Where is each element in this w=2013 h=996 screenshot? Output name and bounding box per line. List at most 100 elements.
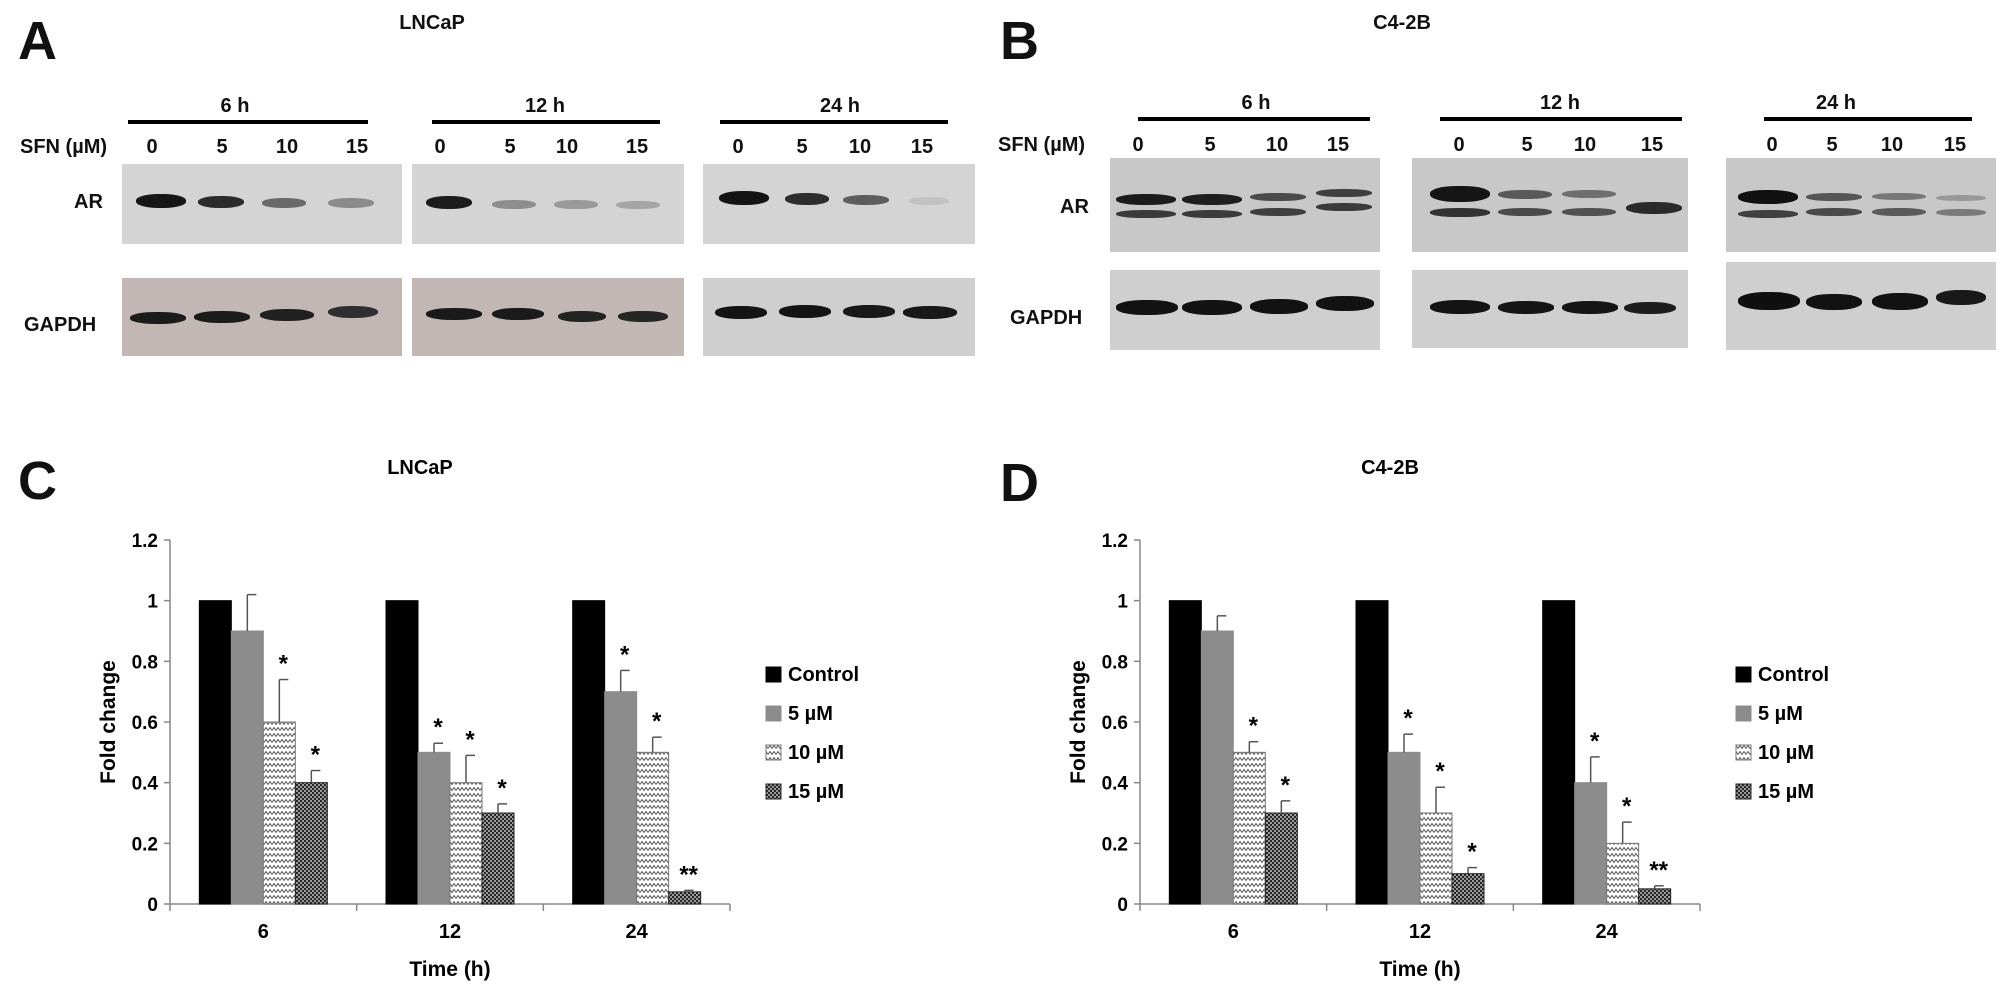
blot-title-lncap: LNCaP [399, 12, 465, 34]
y-tick-label: 0.2 [1102, 834, 1128, 855]
bar [636, 751, 670, 905]
chart-title: LNCaP [387, 457, 453, 479]
ar-band-lower [1316, 203, 1372, 211]
y-tick-label: 0.2 [132, 834, 158, 855]
blot-gapdh-lncap-12h [412, 278, 684, 356]
conc-label: 5 [796, 136, 808, 158]
y-axis-label: Fold change [97, 660, 120, 784]
time-bar-6h-a [128, 120, 368, 124]
gapdh-band [426, 308, 482, 320]
ar-band-lower [1936, 209, 1986, 216]
significance-label: * [1467, 839, 1477, 866]
significance-label: * [433, 714, 443, 741]
significance-label: ** [679, 861, 698, 888]
significance-label: * [652, 708, 662, 735]
gapdh-band [843, 305, 895, 318]
blot-ar-lncap-24h [703, 164, 975, 244]
conc-label: 5 [1521, 134, 1533, 156]
row-label-ar-a: AR [74, 191, 103, 213]
ar-band-lower [1872, 208, 1926, 216]
significance-label: ** [1649, 857, 1668, 884]
ar-band-upper [1430, 186, 1490, 202]
legend-swatch [765, 783, 782, 800]
blot-gapdh-c42b-12h [1412, 270, 1688, 348]
ar-band-upper [1116, 194, 1176, 205]
ar-band [136, 194, 186, 208]
ar-band [328, 198, 374, 208]
bar [572, 600, 606, 905]
legend-swatch [765, 666, 782, 683]
blot-gapdh-lncap-6h [122, 278, 402, 356]
legend-swatch [765, 705, 782, 722]
gapdh-band [1498, 301, 1554, 314]
legend-swatch [1735, 666, 1752, 683]
bar [1200, 630, 1234, 905]
chart-title: C4-2B [1361, 457, 1419, 479]
ar-band [198, 196, 244, 208]
bar [294, 782, 328, 905]
legend-label: 10 µM [788, 742, 844, 764]
ar-band [616, 201, 660, 209]
gapdh-band [618, 311, 668, 322]
ar-band-lower [1116, 210, 1176, 218]
gapdh-band [492, 308, 544, 320]
legend-swatch [765, 744, 782, 761]
ar-band-upper [1250, 193, 1306, 201]
legend-label: 15 µM [1758, 781, 1814, 803]
significance-label: * [1281, 772, 1291, 799]
legend-label: Control [788, 664, 859, 686]
blot-ar-lncap-12h [412, 164, 684, 244]
gapdh-band [1806, 294, 1862, 310]
gapdh-band [328, 306, 378, 318]
gapdh-band [715, 306, 767, 319]
gapdh-band [558, 311, 606, 322]
ar-band-upper [1316, 189, 1372, 197]
blot-ar-lncap-6h [122, 164, 402, 244]
ar-band-upper [1738, 190, 1798, 204]
conc-label: 15 [910, 136, 934, 158]
ar-band-upper [1562, 190, 1616, 198]
gapdh-band [903, 306, 957, 319]
gapdh-band [130, 312, 186, 324]
time-label-12h-b: 12 h [1539, 92, 1581, 114]
panel-letter-b: B [1000, 11, 1039, 71]
significance-label: * [279, 651, 289, 678]
y-tick-label: 0 [1117, 895, 1128, 916]
y-tick-label: 1.2 [1102, 531, 1128, 552]
legend-swatch [1735, 705, 1752, 722]
gapdh-band [1562, 301, 1618, 314]
bar-chart-c42b: C4-2B 0 0.2 0.4 0.6 0.8 1 1.2 6 12 24 Time (h) Fold … [1067, 457, 1829, 981]
time-label-24h-b: 24 h [1815, 92, 1857, 114]
x-tick-label: 24 [626, 921, 649, 943]
bar [1387, 751, 1421, 905]
y-tick-label: 1.2 [132, 531, 158, 552]
bar [417, 751, 451, 905]
ar-band-lower [1498, 208, 1552, 216]
gapdh-band [779, 305, 831, 318]
legend-label: 15 µM [788, 781, 844, 803]
x-axis-label: Time (h) [1379, 958, 1460, 981]
conc-label: 15 [625, 136, 649, 158]
gapdh-band [1738, 292, 1800, 310]
x-tick-label: 12 [1409, 921, 1431, 943]
bar [198, 600, 232, 905]
ar-band-upper [1806, 193, 1862, 201]
gapdh-band [1182, 300, 1242, 315]
gapdh-band [1936, 290, 1986, 305]
ar-band-lower [1430, 208, 1490, 217]
conc-label: 0 [1132, 134, 1144, 156]
panel-letter-c: C [18, 451, 57, 511]
conc-label: 5 [1826, 134, 1838, 156]
legend-label: 10 µM [1758, 742, 1814, 764]
legend-swatch [1735, 783, 1752, 800]
time-bar-24h-a [720, 120, 948, 124]
row-label-ar-b: AR [1060, 196, 1089, 218]
row-label-gapdh-a: GAPDH [24, 314, 97, 336]
conc-label: 10 [275, 136, 299, 158]
blot-gapdh-c42b-24h [1726, 262, 1996, 350]
conc-label: 15 [345, 136, 369, 158]
bar [604, 691, 638, 905]
bar [1451, 873, 1485, 905]
gapdh-band [260, 309, 314, 321]
gapdh-band [194, 311, 250, 323]
